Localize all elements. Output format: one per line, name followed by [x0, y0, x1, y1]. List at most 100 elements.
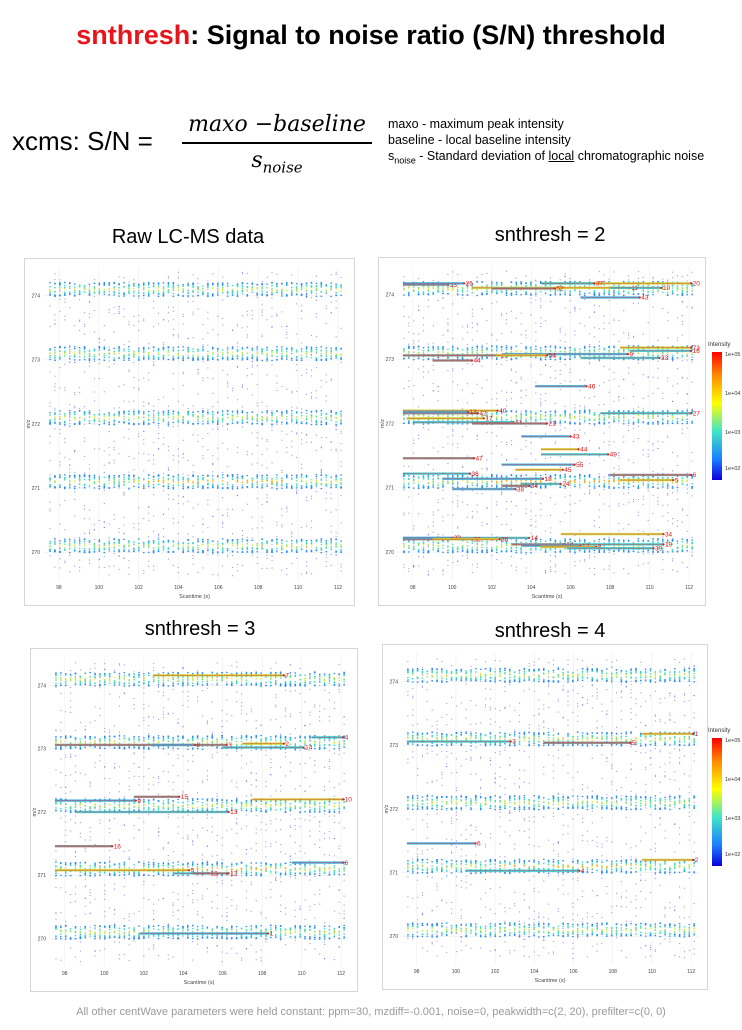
data-point — [261, 542, 263, 544]
data-point — [152, 346, 155, 348]
data-point — [207, 410, 209, 413]
data-point — [103, 502, 105, 505]
data-point — [305, 525, 308, 527]
data-point — [212, 392, 214, 394]
data-point — [251, 394, 253, 396]
data-point — [442, 292, 444, 295]
data-point — [281, 484, 283, 487]
data-point — [207, 357, 209, 360]
data-point — [172, 306, 174, 308]
data-point — [222, 299, 224, 301]
data-point — [73, 355, 76, 357]
data-point — [335, 532, 337, 534]
data-point — [417, 346, 420, 348]
data-point — [236, 284, 239, 286]
data-point — [417, 484, 420, 487]
data-point — [437, 386, 439, 388]
data-point — [123, 400, 125, 402]
data-point — [216, 484, 219, 486]
data-point — [330, 538, 332, 541]
data-point — [246, 414, 249, 416]
data-point — [177, 484, 180, 486]
data-point — [221, 349, 224, 351]
data-point — [310, 285, 313, 287]
data-point — [442, 287, 444, 289]
data-point — [128, 477, 130, 479]
data-point — [202, 476, 204, 479]
data-point — [177, 285, 180, 287]
data-point — [83, 413, 86, 415]
data-point — [152, 479, 155, 481]
data-point — [251, 537, 253, 539]
data-point — [442, 544, 444, 546]
data-point — [69, 413, 71, 416]
data-point — [310, 369, 313, 371]
data-point — [476, 472, 478, 474]
data-point — [486, 285, 488, 288]
data-point — [108, 352, 110, 355]
data-point — [216, 423, 219, 425]
data-point — [481, 524, 483, 526]
data-point — [412, 288, 415, 291]
data-point — [286, 355, 288, 358]
data-point — [466, 455, 469, 457]
data-point — [276, 389, 278, 392]
data-point — [226, 351, 229, 353]
data-point — [300, 474, 303, 476]
data-point — [437, 509, 439, 511]
data-point — [192, 291, 194, 293]
data-point — [452, 483, 454, 485]
data-point — [49, 486, 51, 488]
data-point — [466, 363, 469, 365]
data-point — [427, 526, 429, 528]
data-point — [325, 544, 328, 546]
data-point — [128, 353, 130, 355]
data-point — [93, 419, 96, 421]
data-point — [152, 418, 155, 420]
data-point — [261, 353, 263, 355]
data-point — [207, 482, 209, 484]
data-point — [251, 349, 254, 351]
data-point — [207, 294, 209, 296]
data-point — [167, 291, 170, 294]
data-point — [403, 480, 405, 482]
data-point — [301, 475, 303, 477]
data-point — [486, 348, 488, 350]
data-point — [93, 416, 96, 418]
chart-title-snthresh-4: snthresh = 4 — [494, 620, 606, 642]
data-point — [182, 476, 184, 478]
data-point — [123, 491, 125, 493]
data-point — [207, 280, 209, 282]
data-point — [422, 475, 425, 477]
data-point — [231, 329, 234, 331]
data-point — [207, 449, 209, 451]
data-point — [408, 351, 410, 353]
data-point — [447, 559, 449, 561]
data-point — [153, 459, 155, 461]
data-point — [147, 281, 150, 284]
data-point — [152, 413, 155, 415]
formula-fraction: maxo −baseline snoise — [182, 112, 372, 176]
data-point — [133, 422, 135, 425]
data-point — [158, 534, 160, 536]
data-point — [216, 420, 219, 422]
data-point — [108, 431, 110, 433]
data-point — [73, 486, 76, 488]
data-point — [98, 476, 101, 479]
data-point — [182, 488, 184, 490]
data-point — [461, 286, 464, 289]
data-point — [403, 475, 405, 478]
data-point — [305, 572, 308, 574]
data-point — [335, 475, 337, 478]
data-point — [305, 549, 308, 552]
data-point — [212, 553, 214, 555]
data-point — [241, 422, 244, 424]
data-point — [64, 346, 66, 348]
data-point — [481, 414, 483, 416]
data-point — [305, 486, 308, 489]
data-point — [221, 413, 224, 415]
data-point — [251, 354, 254, 356]
data-point — [197, 294, 199, 297]
data-point — [251, 547, 254, 550]
data-point — [261, 544, 263, 546]
